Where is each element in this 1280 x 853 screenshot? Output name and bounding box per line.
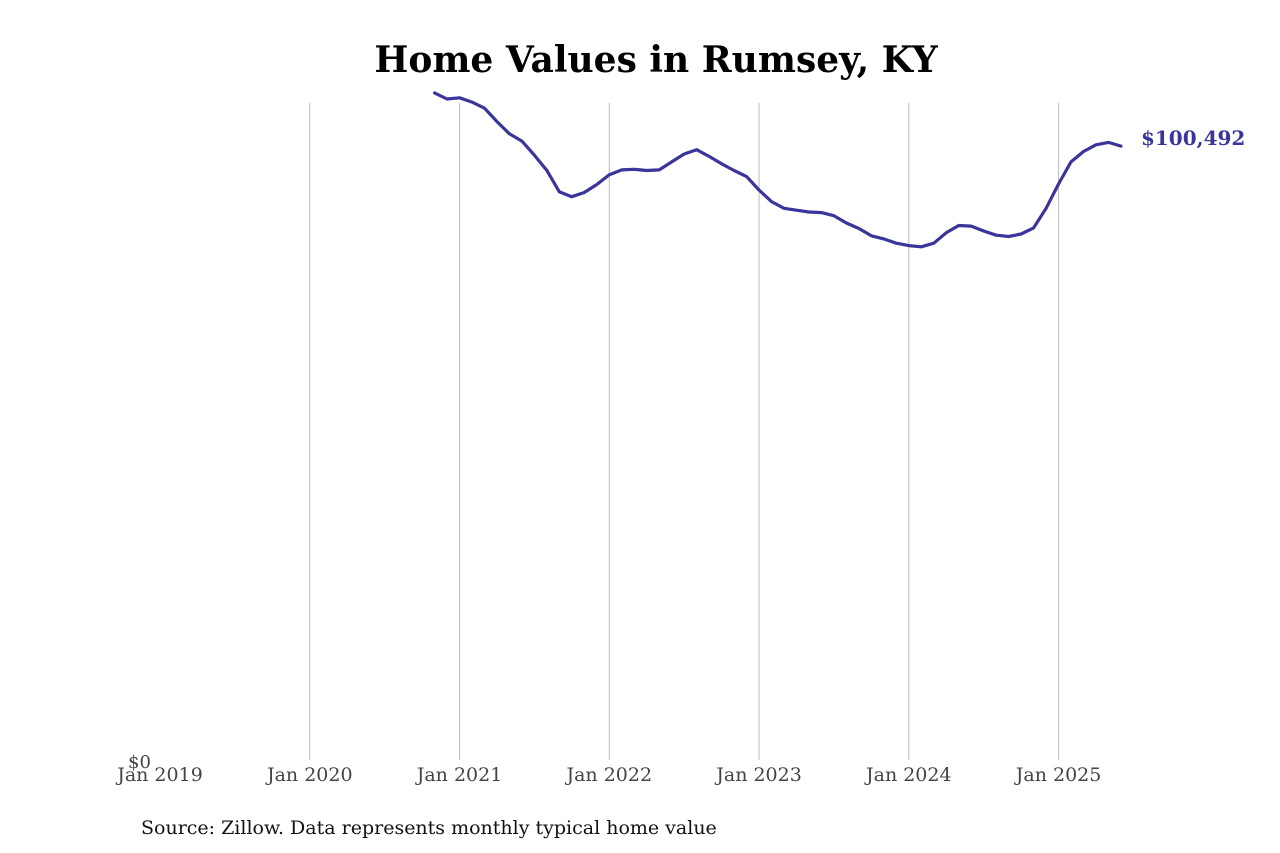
end-value-label: $100,492	[1141, 126, 1245, 150]
y-tick-label-zero: $0	[128, 752, 151, 773]
x-tick-label: Jan 2023	[714, 764, 802, 786]
x-tick-label: Jan 2019	[115, 764, 203, 786]
series-line	[433, 91, 1123, 249]
x-tick-label: Jan 2025	[1014, 764, 1102, 786]
x-tick-label: Jan 2022	[564, 764, 652, 786]
x-tick-label: Jan 2021	[415, 764, 503, 786]
x-tick-label: Jan 2024	[864, 764, 952, 786]
chart-title: Home Values in Rumsey, KY	[374, 39, 939, 81]
grid-lines	[309, 103, 1060, 760]
x-tick-label: Jan 2020	[265, 764, 353, 786]
x-tick-labels: Jan 2019 Jan 2020 Jan 2021 Jan 2022 Jan 2023…	[115, 764, 1101, 786]
source-note: Source: Zillow. Data represents monthly …	[141, 817, 717, 839]
